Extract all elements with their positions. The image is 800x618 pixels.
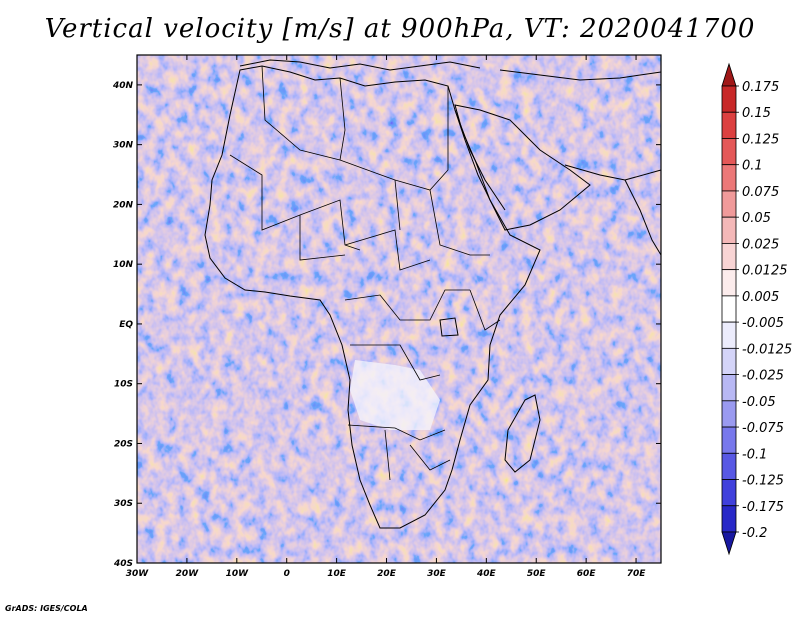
colorbar-label: -0.0125 [742, 342, 792, 357]
y-tick-label: 20S [114, 439, 133, 449]
y-axis: 40N 30N 20N 10N EQ 10S 20S 30S 40S [112, 81, 661, 569]
colorbar-label: -0.175 [742, 500, 784, 515]
y-tick-label: 20N [113, 200, 134, 210]
x-axis: 30W 20W 10W 0 10E 20E 30E 40E 50E 60E 70E [126, 55, 646, 579]
colorbar-label: 0.1 [742, 159, 763, 174]
y-tick-label: 30N [113, 141, 134, 151]
colorbar-label: -0.005 [742, 316, 784, 331]
y-tick-label: 10S [114, 380, 133, 390]
x-tick-label: 20W [176, 569, 200, 579]
colorbar-label: 0.15 [742, 106, 771, 121]
y-tick-label: 40N [112, 81, 134, 91]
colorbar-segment [721, 426, 737, 454]
footer-credit: GrADS: IGES/COLA [5, 604, 88, 613]
colorbar-segment [721, 321, 737, 349]
colorbar-label: 0.0125 [742, 264, 788, 279]
chart-title: Vertical velocity [m/s] at 900hPa, VT: 2… [44, 14, 756, 44]
colorbar-label: -0.075 [742, 421, 784, 436]
colorbar-label: -0.025 [742, 369, 784, 384]
colorbar-segment [721, 190, 737, 218]
colorbar-segment [721, 400, 737, 428]
colorbar-segment [721, 479, 737, 507]
country-borders [229, 65, 501, 481]
colorbar-segment [721, 111, 737, 139]
colorbar-segment [721, 138, 737, 166]
x-tick-label: 30E [427, 569, 447, 579]
velocity-field [137, 55, 661, 563]
y-tick-label: 40S [113, 559, 133, 569]
x-tick-label: 30W [126, 569, 150, 579]
x-tick-label: 20E [377, 569, 397, 579]
colorbar-segment [721, 531, 737, 556]
colorbar-segment [721, 295, 737, 323]
x-tick-label: 60E [577, 569, 597, 579]
x-tick-label: 70E [627, 569, 647, 579]
colorbar: 0.175 0.15 0.125 0.1 0.075 0.05 0.025 0.0125 0.0… [721, 62, 792, 556]
colorbar-segment [721, 347, 737, 375]
colorbar-segment [721, 62, 737, 87]
colorbar-label: 0.175 [742, 80, 779, 95]
colorbar-segment [721, 243, 737, 271]
colorbar-label: 0.125 [742, 132, 779, 147]
colorbar-label: -0.2 [742, 526, 767, 541]
x-tick-label: 10E [327, 569, 347, 579]
plot-frame [136, 54, 662, 564]
colorbar-label: 0.025 [742, 237, 779, 252]
y-tick-label: EQ [119, 320, 133, 330]
colorbar-segment [721, 85, 737, 113]
colorbar-segment [721, 269, 737, 297]
colorbar-segment [721, 216, 737, 244]
colorbar-label: 0.05 [742, 211, 771, 226]
colorbar-label: 0.005 [742, 290, 779, 305]
colorbar-segment [721, 505, 737, 533]
y-tick-label: 30S [114, 499, 133, 509]
colorbar-label: -0.125 [742, 474, 784, 489]
colorbar-segment [721, 452, 737, 480]
colorbar-segment [721, 374, 737, 402]
colorbar-label: 0.075 [742, 185, 779, 200]
x-tick-label: 0 [284, 569, 290, 579]
x-tick-label: 40E [476, 569, 497, 579]
x-tick-label: 10W [226, 569, 250, 579]
colorbar-label: -0.05 [742, 395, 776, 410]
x-tick-label: 50E [527, 569, 547, 579]
y-tick-label: 10N [113, 260, 134, 270]
coastlines [204, 59, 662, 529]
colorbar-segment [721, 164, 737, 192]
colorbar-label: -0.1 [742, 447, 767, 462]
